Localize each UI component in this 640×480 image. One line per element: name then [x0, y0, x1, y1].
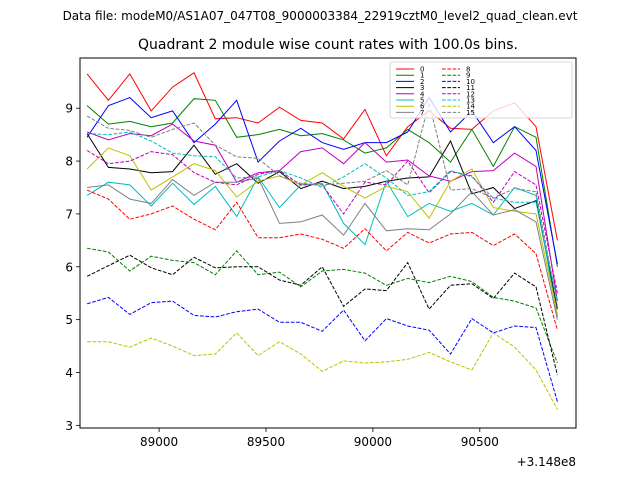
series-line-5: [86, 175, 558, 318]
plot-area-frame: [79, 57, 577, 429]
legend-label-13: 13: [466, 97, 475, 105]
series-line-13: [87, 131, 558, 302]
series-line-0: [86, 72, 558, 241]
series-line-11: [86, 254, 558, 376]
y-tick-label-8: 8: [65, 155, 73, 169]
legend-label-3: 3: [420, 84, 424, 92]
series-line-15: [86, 102, 558, 307]
y-tick-label-3: 3: [65, 419, 73, 433]
y-tick-label-6: 6: [65, 260, 73, 274]
series-line-1: [86, 98, 558, 267]
legend-box: [389, 61, 573, 119]
x-offset-label: +3.148e8: [517, 455, 576, 469]
series-line-6: [86, 147, 558, 315]
series-line-8: [86, 189, 558, 331]
series-line-10: [86, 296, 558, 402]
legend-label-6: 6: [420, 103, 425, 111]
series-line-14: [87, 332, 558, 410]
legend-label-8: 8: [466, 66, 470, 74]
x-tick-label-89500: 89500: [247, 435, 285, 449]
legend-label-11: 11: [466, 84, 475, 92]
y-tick-label-4: 4: [65, 366, 73, 380]
legend-label-10: 10: [466, 78, 475, 86]
legend-label-9: 9: [466, 72, 470, 80]
x-tick-label-90000: 90000: [354, 435, 392, 449]
chart-title: Quadrant 2 module wise count rates with …: [138, 37, 518, 53]
legend-label-12: 12: [466, 90, 475, 98]
chart-suptitle: Data file: modeM0/AS1A07_047T08_90000033…: [63, 9, 578, 23]
series-line-4: [86, 123, 558, 302]
x-tick-label-90500: 90500: [461, 435, 499, 449]
y-tick-label-7: 7: [65, 207, 73, 221]
x-tick-label-89000: 89000: [140, 435, 178, 449]
legend-label-4: 4: [420, 90, 425, 98]
series-line-9: [87, 247, 558, 364]
legend-label-1: 1: [420, 72, 424, 80]
legend-label-7: 7: [420, 109, 424, 117]
series-line-2: [86, 96, 558, 265]
legend-label-0: 0: [420, 66, 424, 74]
legend-label-5: 5: [420, 97, 424, 105]
legend-label-14: 14: [466, 103, 475, 111]
legend-label-15: 15: [466, 109, 475, 117]
legend-label-2: 2: [420, 78, 424, 86]
y-tick-label-5: 5: [65, 313, 73, 327]
y-tick-label-9: 9: [65, 102, 73, 116]
series-lines: [86, 72, 558, 410]
series-line-7: [87, 177, 558, 320]
